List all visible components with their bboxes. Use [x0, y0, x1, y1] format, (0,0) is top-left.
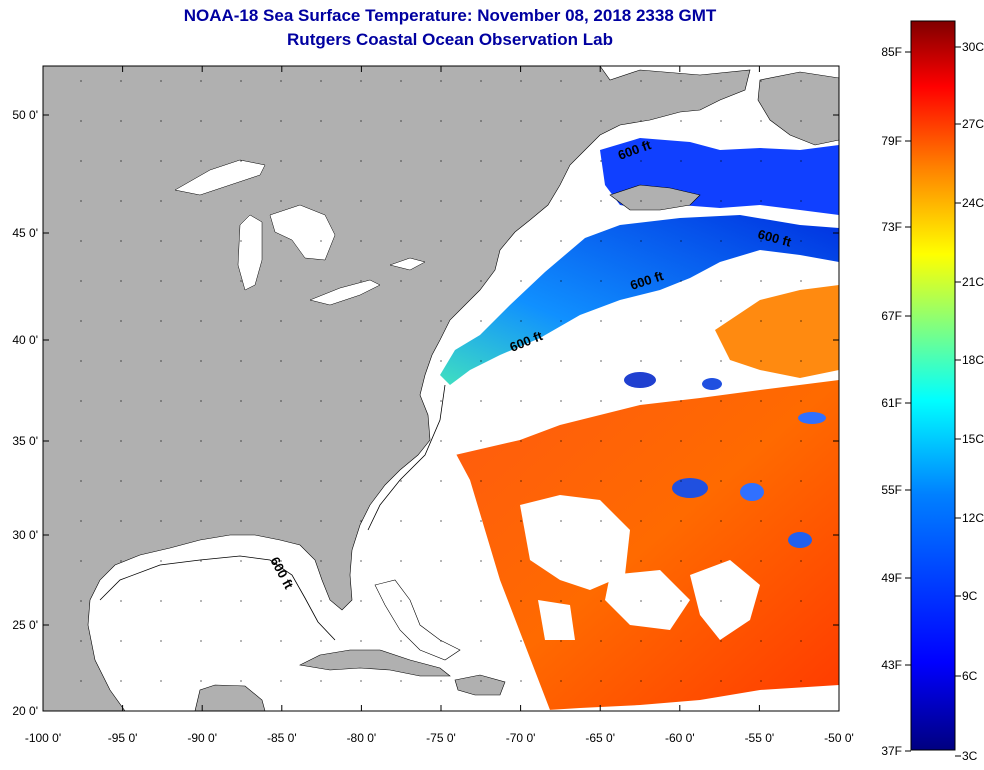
colorbar-c-label: 18C	[962, 353, 984, 367]
x-tick-label: -100 0'	[25, 731, 61, 745]
y-axis: 50 0' 45 0' 40 0' 35 0' 30 0' 25 0' 20 0'	[12, 108, 839, 718]
colorbar-c-label: 30C	[962, 40, 984, 54]
y-tick-label: 45 0'	[12, 226, 38, 240]
colorbar	[910, 20, 956, 751]
colorbar-c-label: 27C	[962, 117, 984, 131]
colorbar-c-label: 24C	[962, 196, 984, 210]
x-tick-label: -50 0'	[824, 731, 854, 745]
x-tick-label: -70 0'	[506, 731, 536, 745]
y-tick-label: 30 0'	[12, 528, 38, 542]
y-tick-label: 25 0'	[12, 618, 38, 632]
map-subtitle: Rutgers Coastal Ocean Observation Lab	[287, 30, 613, 49]
y-tick-label: 40 0'	[12, 333, 38, 347]
x-tick-label: -55 0'	[745, 731, 775, 745]
colorbar-f-label: 67F	[881, 309, 902, 323]
x-tick-label: -75 0'	[426, 731, 456, 745]
colorbar-c-labels: 30C 27C 24C 21C 18C 15C 12C 9C 6C 3C	[955, 40, 984, 763]
x-tick-label: -65 0'	[585, 731, 615, 745]
colorbar-f-label: 73F	[881, 220, 902, 234]
colorbar-f-label: 55F	[881, 483, 902, 497]
x-tick-label: -60 0'	[665, 731, 695, 745]
y-tick-label: 20 0'	[12, 704, 38, 718]
colorbar-f-label: 49F	[881, 571, 902, 585]
colorbar-c-label: 6C	[962, 669, 978, 683]
colorbar-c-label: 9C	[962, 589, 978, 603]
colorbar-f-label: 43F	[881, 658, 902, 672]
colorbar-f-label: 37F	[881, 744, 902, 758]
x-tick-label: -80 0'	[347, 731, 377, 745]
colorbar-c-label: 12C	[962, 511, 984, 525]
x-axis: -100 0' -95 0' -90 0' -85 0' -80 0' -75 0' -70…	[25, 66, 854, 745]
x-tick-label: -90 0'	[187, 731, 217, 745]
map-title: NOAA-18 Sea Surface Temperature: Novembe…	[183, 6, 717, 25]
colorbar-f-labels: 85F 79F 73F 67F 61F 55F 49F 43F 37F	[881, 45, 911, 758]
y-tick-label: 50 0'	[12, 108, 38, 122]
y-tick-label: 35 0'	[12, 434, 38, 448]
x-tick-label: -95 0'	[108, 731, 138, 745]
colorbar-f-label: 61F	[881, 396, 902, 410]
colorbar-c-label: 3C	[962, 749, 978, 763]
colorbar-f-label: 79F	[881, 134, 902, 148]
colorbar-f-label: 85F	[881, 45, 902, 59]
colorbar-c-label: 21C	[962, 275, 984, 289]
x-tick-label: -85 0'	[267, 731, 297, 745]
colorbar-c-label: 15C	[962, 432, 984, 446]
